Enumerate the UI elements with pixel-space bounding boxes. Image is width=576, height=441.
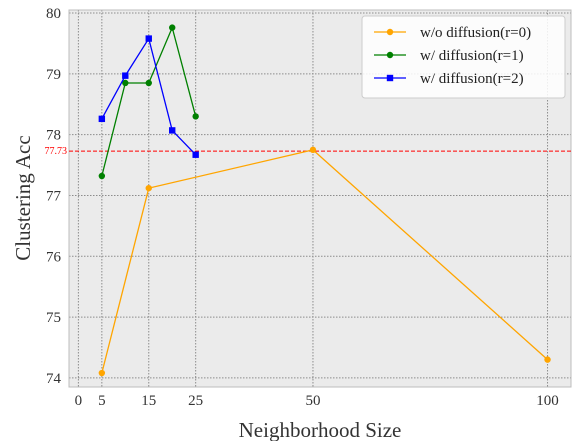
data-point bbox=[145, 35, 152, 42]
y-tick-label: 75 bbox=[46, 310, 61, 326]
y-tick-label: 76 bbox=[46, 249, 62, 265]
data-point bbox=[98, 115, 106, 123]
data-point bbox=[544, 356, 551, 363]
y-tick-labels: 74 75 76 77 78 79 80 bbox=[46, 6, 62, 387]
data-point bbox=[122, 79, 129, 87]
legend-item: w/ diffusion(r=2) bbox=[374, 71, 524, 87]
data-point bbox=[145, 184, 152, 192]
x-tick-label: 25 bbox=[188, 393, 203, 409]
x-tick-label: 15 bbox=[141, 393, 156, 409]
series bbox=[98, 24, 199, 180]
data-point bbox=[122, 72, 129, 79]
reference-line-group: 77.73 bbox=[45, 146, 571, 157]
x-axis-label: Neighborhood Size bbox=[239, 418, 402, 441]
data-point bbox=[169, 127, 176, 134]
axes-frame bbox=[68, 9, 572, 388]
axes-border bbox=[68, 9, 572, 388]
y-tick-label: 77 bbox=[46, 188, 62, 204]
legend-label: w/o diffusion(r=0) bbox=[420, 25, 531, 41]
x-tick-label: 50 bbox=[305, 393, 320, 409]
data-point bbox=[192, 151, 199, 158]
x-tick-label: 0 bbox=[75, 393, 83, 409]
data-point bbox=[145, 79, 152, 87]
series bbox=[98, 35, 199, 158]
data-point bbox=[386, 28, 394, 36]
x-tick-labels: 0 5 15 25 50 100 bbox=[75, 393, 559, 409]
y-tick-label: 74 bbox=[46, 371, 62, 387]
y-tick-label: 80 bbox=[46, 6, 61, 22]
x-tick-label: 5 bbox=[98, 393, 106, 409]
y-tick-label: 78 bbox=[46, 128, 61, 144]
legend-label: w/ diffusion(r=2) bbox=[420, 71, 524, 87]
series-group bbox=[98, 24, 551, 377]
x-tick-label: 100 bbox=[536, 393, 559, 409]
reference-line-label: 77.73 bbox=[45, 146, 68, 157]
legend-label: w/ diffusion(r=1) bbox=[420, 48, 524, 64]
legend: w/o diffusion(r=0) w/ diffusion(r=1) w/ di… bbox=[361, 15, 566, 99]
data-point bbox=[98, 172, 106, 180]
y-tick-label: 79 bbox=[46, 67, 61, 83]
data-point bbox=[98, 369, 106, 377]
data-point bbox=[386, 74, 394, 82]
legend-item: w/o diffusion(r=0) bbox=[374, 25, 531, 41]
data-point bbox=[386, 51, 394, 59]
series-line bbox=[101, 149, 548, 374]
legend-item: w/ diffusion(r=1) bbox=[374, 48, 524, 64]
data-point bbox=[169, 24, 176, 31]
y-axis-label: Clustering Acc bbox=[11, 135, 35, 260]
series bbox=[98, 146, 551, 377]
data-point bbox=[192, 113, 199, 120]
legend-box bbox=[361, 15, 566, 99]
data-point bbox=[309, 146, 317, 154]
